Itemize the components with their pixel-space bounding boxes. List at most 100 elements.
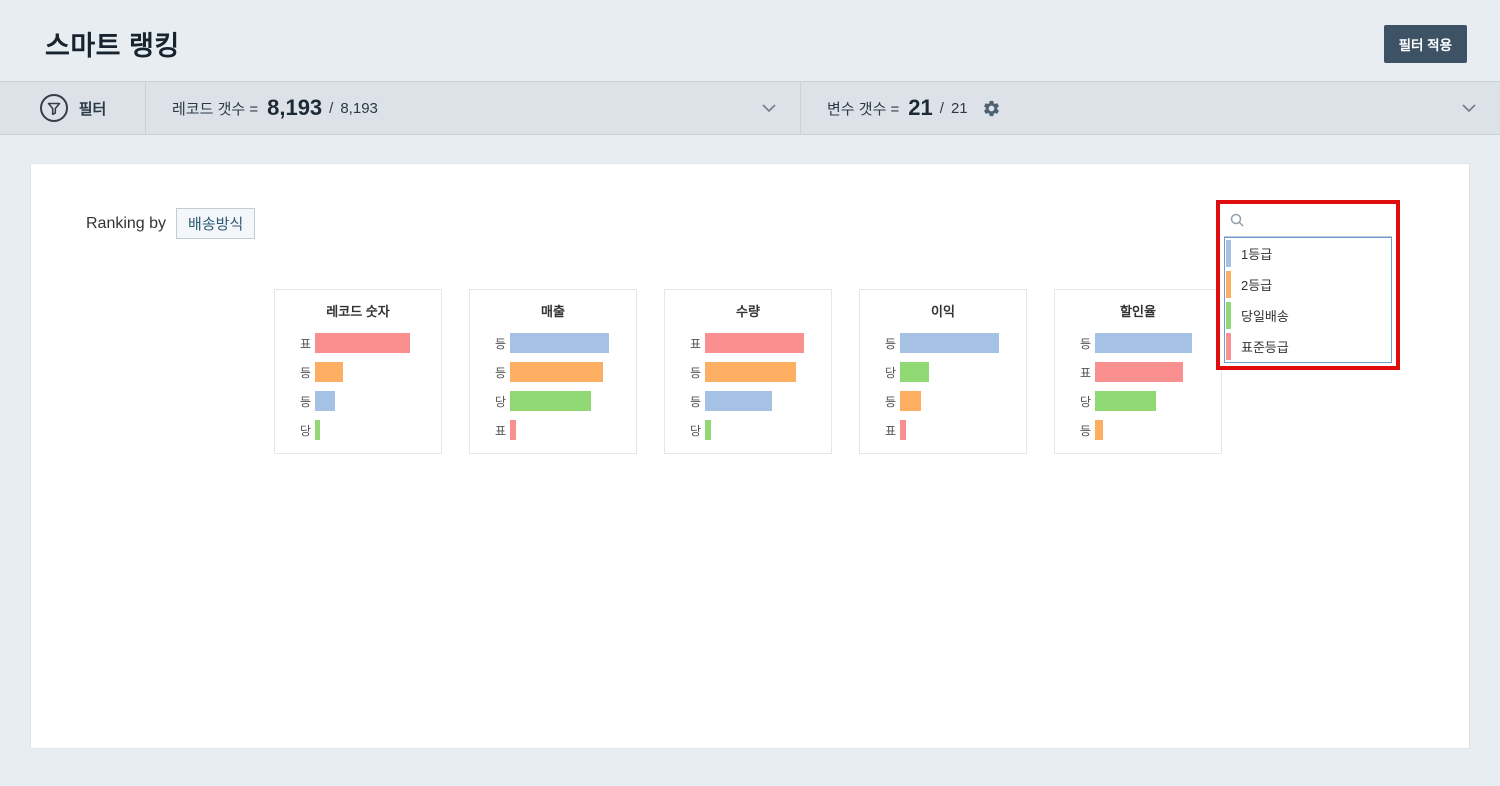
legend-item-label: 당일배송 bbox=[1241, 309, 1289, 324]
legend-color-swatch bbox=[1226, 333, 1231, 360]
ranking-charts-row: 레코드 숫자 표 등 등 당 매출 등 등 당 표 수량 표 등 등 당 이익 등 당 등 표 할인율 등 표 당 등 bbox=[274, 289, 1222, 454]
bar-category-label: 등 bbox=[689, 394, 701, 409]
bar-표준등급[interactable] bbox=[705, 333, 804, 353]
bar-category-label: 당 bbox=[494, 394, 506, 409]
variable-count-prefix: 변수 갯수 = bbox=[827, 100, 900, 118]
bar-row: 당 bbox=[297, 420, 441, 440]
ranking-chart-card: 수량 표 등 등 당 bbox=[664, 289, 832, 454]
chevron-down-icon[interactable] bbox=[1462, 104, 1476, 112]
bar-category-label: 등 bbox=[299, 394, 311, 409]
ranking-by-row: Ranking by 배송방식 bbox=[86, 208, 256, 239]
legend-item-당일배송[interactable]: 당일배송 bbox=[1225, 300, 1391, 331]
ranking-chart-card: 이익 등 당 등 표 bbox=[859, 289, 1027, 454]
bar-row: 등 bbox=[297, 362, 441, 382]
bar-2등급[interactable] bbox=[510, 362, 603, 382]
bar-1등급[interactable] bbox=[1095, 333, 1192, 353]
bar-당일배송[interactable] bbox=[510, 391, 591, 411]
chevron-down-icon[interactable] bbox=[762, 104, 776, 112]
bar-category-label: 등 bbox=[494, 336, 506, 351]
bar-category-label: 표 bbox=[689, 336, 701, 351]
legend-search-input[interactable] bbox=[1251, 212, 1427, 228]
ranking-variable-chip[interactable]: 배송방식 bbox=[176, 208, 256, 239]
legend-color-swatch bbox=[1226, 271, 1231, 298]
bar-category-label: 등 bbox=[689, 365, 701, 380]
bar-2등급[interactable] bbox=[315, 362, 343, 382]
bar-1등급[interactable] bbox=[510, 333, 609, 353]
bar-category-label: 표 bbox=[1079, 365, 1091, 380]
legend-search-row bbox=[1224, 204, 1427, 237]
bar-category-label: 표 bbox=[494, 423, 506, 438]
record-count-prefix: 레코드 갯수 = bbox=[172, 100, 259, 118]
bar-row: 표 bbox=[297, 333, 441, 353]
page-title: 스마트 랭킹 bbox=[45, 31, 180, 61]
bar-row: 당 bbox=[1077, 391, 1221, 411]
bar-표준등급[interactable] bbox=[1095, 362, 1183, 382]
chart-title: 레코드 숫자 bbox=[326, 304, 390, 319]
bar-category-label: 당 bbox=[884, 365, 896, 380]
filter-funnel-icon bbox=[39, 93, 69, 123]
bar-category-label: 당 bbox=[299, 423, 311, 438]
legend-item-표준등급[interactable]: 표준등급 bbox=[1225, 331, 1391, 362]
bar-category-label: 등 bbox=[884, 336, 896, 351]
bar-category-label: 당 bbox=[689, 423, 701, 438]
bar-category-label: 등 bbox=[494, 365, 506, 380]
bar-2등급[interactable] bbox=[900, 391, 921, 411]
bar-표준등급[interactable] bbox=[900, 420, 906, 440]
bar-row: 등 bbox=[492, 333, 636, 353]
bar-row: 당 bbox=[687, 420, 831, 440]
bar-category-label: 등 bbox=[1079, 423, 1091, 438]
variable-count-dropdown[interactable]: 변수 갯수 = 21 / 21 bbox=[801, 82, 1500, 134]
bar-당일배송[interactable] bbox=[315, 420, 320, 440]
bar-당일배송[interactable] bbox=[900, 362, 929, 382]
bar-당일배송[interactable] bbox=[705, 420, 711, 440]
ranking-chart-card: 할인율 등 표 당 등 bbox=[1054, 289, 1222, 454]
bar-row: 표 bbox=[687, 333, 831, 353]
filter-bar: 필터 레코드 갯수 = 8,193 / 8,193 변수 갯수 = 21 / 2… bbox=[0, 81, 1500, 135]
bar-row: 등 bbox=[492, 362, 636, 382]
bar-1등급[interactable] bbox=[900, 333, 999, 353]
bar-category-label: 표 bbox=[299, 336, 311, 351]
variable-count-total: 21 bbox=[950, 99, 968, 117]
bar-row: 당 bbox=[492, 391, 636, 411]
record-count-dropdown[interactable]: 레코드 갯수 = 8,193 / 8,193 bbox=[146, 82, 801, 134]
bar-category-label: 표 bbox=[884, 423, 896, 438]
chart-title: 매출 bbox=[541, 304, 565, 319]
bar-표준등급[interactable] bbox=[315, 333, 410, 353]
ranking-by-label: Ranking by bbox=[86, 214, 167, 232]
bar-2등급[interactable] bbox=[705, 362, 796, 382]
bar-category-label: 당 bbox=[1079, 394, 1091, 409]
gear-icon[interactable] bbox=[982, 99, 1001, 118]
bar-row: 표 bbox=[882, 420, 1026, 440]
record-count-total: 8,193 bbox=[340, 99, 378, 117]
bar-1등급[interactable] bbox=[315, 391, 335, 411]
bar-category-label: 등 bbox=[884, 394, 896, 409]
ranking-chart-card: 레코드 숫자 표 등 등 당 bbox=[274, 289, 442, 454]
apply-filter-button[interactable]: 필터 적용 bbox=[1383, 24, 1467, 63]
legend-item-2등급[interactable]: 2등급 bbox=[1225, 269, 1391, 300]
filter-label: 필터 bbox=[78, 100, 107, 118]
bar-row: 등 bbox=[1077, 420, 1221, 440]
chart-title: 할인율 bbox=[1120, 304, 1156, 319]
bar-row: 등 bbox=[882, 333, 1026, 353]
chart-title: 수량 bbox=[736, 304, 760, 319]
legend-color-swatch bbox=[1226, 240, 1231, 267]
legend-item-1등급[interactable]: 1등급 bbox=[1225, 238, 1391, 269]
legend-item-label: 2등급 bbox=[1241, 278, 1273, 293]
bar-row: 당 bbox=[882, 362, 1026, 382]
main-content-panel: Ranking by 배송방식 레코드 숫자 표 등 등 당 매출 등 등 당 표 수량 표 등 등 당 이익… bbox=[30, 163, 1470, 749]
variable-count-value: 21 bbox=[908, 95, 933, 120]
filter-bar-label-section: 필터 bbox=[0, 82, 146, 134]
bar-1등급[interactable] bbox=[705, 391, 772, 411]
chart-title: 이익 bbox=[931, 304, 955, 319]
bar-표준등급[interactable] bbox=[510, 420, 516, 440]
bar-category-label: 등 bbox=[1079, 336, 1091, 351]
bar-row: 표 bbox=[492, 420, 636, 440]
ranking-chart-card: 매출 등 등 당 표 bbox=[469, 289, 637, 454]
legend-item-label: 표준등급 bbox=[1241, 340, 1289, 355]
bar-당일배송[interactable] bbox=[1095, 391, 1156, 411]
bar-row: 등 bbox=[687, 391, 831, 411]
bar-row: 등 bbox=[297, 391, 441, 411]
legend-item-label: 1등급 bbox=[1241, 247, 1273, 262]
bar-2등급[interactable] bbox=[1095, 420, 1103, 440]
